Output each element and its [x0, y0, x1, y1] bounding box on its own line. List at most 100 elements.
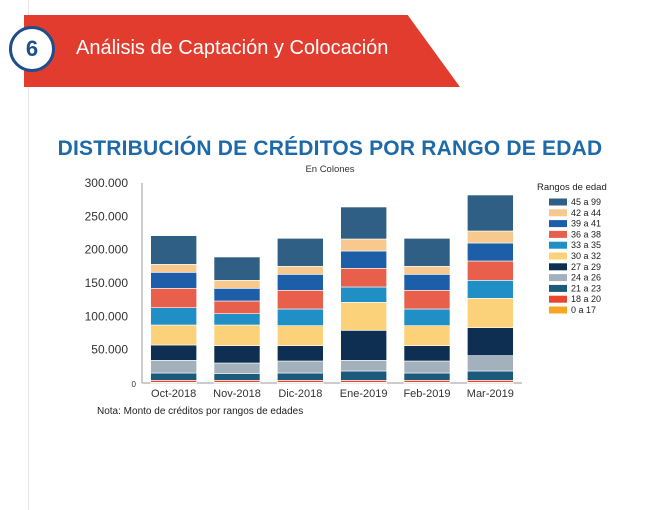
legend-swatch	[549, 209, 567, 217]
bar-segment	[467, 260, 514, 281]
bar-segment	[403, 290, 451, 310]
bar-segment	[403, 372, 451, 381]
legend-label: 24 a 26	[571, 273, 601, 283]
bar-segment	[277, 308, 324, 326]
bar-segment	[213, 280, 261, 289]
y-tick-label: 200.000	[85, 243, 129, 257]
bar-segment	[277, 238, 324, 267]
y-tick-label: 0	[132, 380, 137, 389]
bar-segment	[467, 370, 514, 381]
bar-segment	[150, 380, 197, 383]
bar-segment	[340, 380, 387, 383]
bar-segment	[277, 372, 324, 381]
bar-segment	[150, 344, 197, 361]
bar-segment	[467, 355, 514, 372]
legend-swatch	[549, 274, 567, 282]
bar-segment	[213, 300, 261, 314]
bar-segment	[150, 307, 197, 326]
bar-segment	[403, 308, 451, 326]
bar-segment	[213, 324, 261, 346]
bar-segment	[150, 372, 197, 381]
bar-segment	[467, 280, 514, 299]
bar-segment	[403, 325, 451, 346]
legend-label: 27 a 29	[571, 262, 601, 272]
bar-segment	[403, 360, 451, 374]
bar-segment	[340, 302, 387, 331]
bar-segment	[277, 345, 324, 362]
x-tick-label: Nov-2018	[213, 388, 261, 400]
y-tick-label: 300.000	[85, 176, 129, 190]
legend-swatch	[549, 284, 567, 292]
bar-segment	[213, 362, 261, 374]
legend-swatch	[549, 295, 567, 303]
bar-segment	[150, 272, 197, 289]
chart-subtitle: En Colones	[305, 164, 355, 175]
bar-segment	[277, 325, 324, 346]
x-tick-label: Dic-2018	[278, 388, 322, 400]
legend-title: Rangos de edad	[537, 182, 607, 193]
y-tick-label: 250.000	[85, 209, 129, 223]
bar-segment	[467, 380, 514, 383]
bar-segment	[403, 380, 451, 383]
bar-segment	[213, 288, 261, 302]
bar-segment	[403, 345, 451, 362]
bar-segment	[277, 266, 324, 275]
legend-swatch	[549, 241, 567, 249]
bar-segment	[150, 288, 197, 308]
bar-segment	[150, 235, 197, 265]
legend-swatch	[549, 220, 567, 228]
bar-segment	[340, 206, 387, 240]
section-title: Análisis de Captación y Colocación	[76, 37, 389, 59]
bar-segment	[340, 360, 387, 372]
bar-segment	[213, 345, 261, 364]
legend-label: 21 a 23	[571, 283, 601, 293]
bar-segment	[150, 264, 197, 273]
bar-segment	[213, 373, 261, 381]
bar-segment	[277, 380, 324, 383]
bar-segment	[467, 298, 514, 328]
chart-note: Nota: Monto de créditos por rangos de ed…	[97, 406, 304, 417]
bar-segment	[340, 268, 387, 288]
legend-label: 33 a 35	[571, 240, 601, 250]
bar-segment	[467, 327, 514, 356]
bar-segment	[467, 230, 514, 244]
bar-segment	[213, 313, 261, 326]
section-banner	[24, 15, 460, 87]
bar-segment	[403, 274, 451, 291]
bar-segment	[467, 194, 514, 232]
bar-segment	[403, 266, 451, 275]
y-tick-label: 150.000	[85, 276, 129, 290]
legend-label: 30 a 32	[571, 251, 601, 261]
bar-segment	[340, 330, 387, 361]
legend-label: 18 a 20	[571, 294, 601, 304]
bar-segment	[277, 274, 324, 291]
legend-swatch	[549, 198, 567, 206]
legend-swatch	[549, 263, 567, 271]
bar-segment	[277, 360, 324, 374]
bar-segment	[150, 360, 197, 374]
legend-swatch	[549, 230, 567, 238]
bar-segment	[467, 242, 514, 262]
bar-segment	[277, 290, 324, 310]
legend-label: 39 a 41	[571, 219, 601, 229]
page-border	[28, 0, 660, 510]
x-tick-label: Ene-2019	[340, 388, 388, 400]
legend-swatch	[549, 252, 567, 260]
bar-segment	[340, 286, 387, 303]
y-tick-label: 50.000	[91, 343, 128, 357]
legend-label: 42 a 44	[571, 208, 601, 218]
legend-swatch	[549, 306, 567, 314]
x-tick-label: Feb-2019	[403, 388, 450, 400]
bar-segment	[403, 238, 451, 267]
bar-segment	[340, 250, 387, 269]
bar-segment	[340, 238, 387, 252]
legend-label: 45 a 99	[571, 197, 601, 207]
y-tick-label: 100.000	[85, 309, 129, 323]
bar-segment	[150, 324, 197, 346]
x-tick-label: Oct-2018	[151, 388, 196, 400]
chart-title: DISTRIBUCIÓN DE CRÉDITOS POR RANGO DE ED…	[57, 137, 603, 160]
section-number-badge: 6	[9, 26, 55, 72]
legend-label: 36 a 38	[571, 229, 601, 239]
bar-segment	[213, 256, 261, 281]
